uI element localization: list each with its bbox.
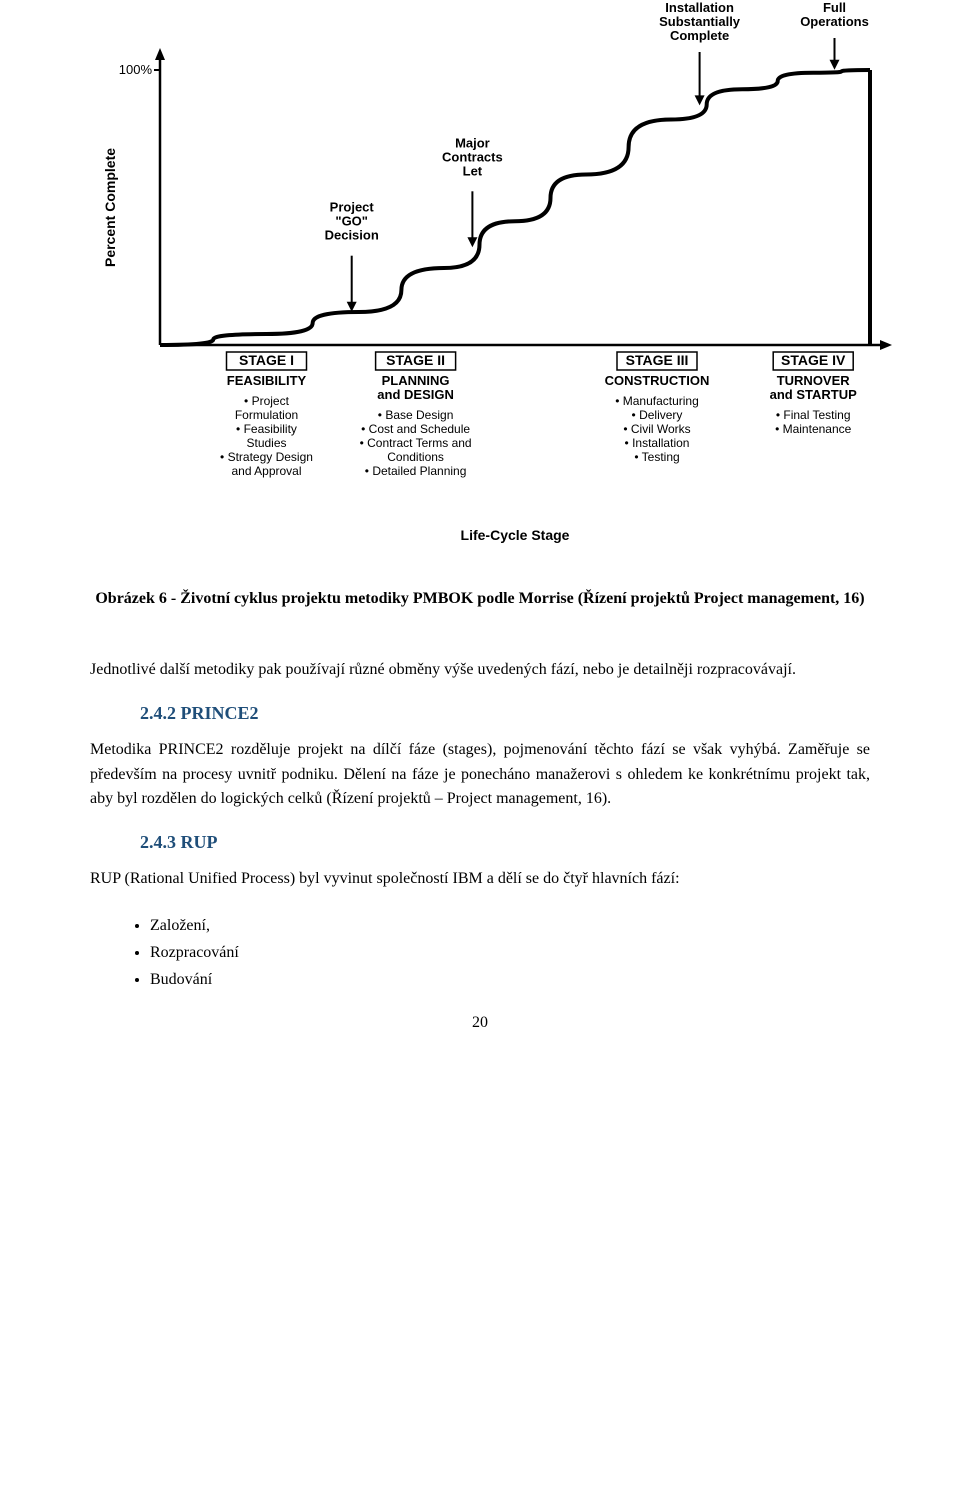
svg-text:Let: Let <box>463 163 483 178</box>
heading-prince2: 2.4.2 PRINCE2 <box>140 703 870 724</box>
prince2-paragraph: Metodika PRINCE2 rozděluje projekt na dí… <box>90 738 870 812</box>
svg-text:• Maintenance: • Maintenance <box>775 422 852 436</box>
lifecycle-chart: Percent Complete 100% Project"GO"Decision M… <box>60 0 900 560</box>
svg-text:• Base Design: • Base Design <box>378 408 454 422</box>
svg-text:• Final Testing: • Final Testing <box>776 408 851 422</box>
svg-text:• Installation: • Installation <box>625 436 690 450</box>
svg-text:STAGE II: STAGE II <box>386 352 445 368</box>
svg-text:• Detailed Planning: • Detailed Planning <box>365 464 467 478</box>
heading-rup: 2.4.3 RUP <box>140 832 870 853</box>
svg-text:"GO": "GO" <box>335 214 368 229</box>
svg-text:Formulation: Formulation <box>235 408 298 422</box>
svg-text:CONSTRUCTION: CONSTRUCTION <box>605 373 710 388</box>
svg-text:FEASIBILITY: FEASIBILITY <box>227 373 307 388</box>
svg-text:• Contract Terms and: • Contract Terms and <box>360 436 472 450</box>
rup-bullet-item: Budování <box>150 966 870 993</box>
rup-bullet-item: Rozpracování <box>150 939 870 966</box>
svg-text:• Manufacturing: • Manufacturing <box>615 394 699 408</box>
svg-text:and STARTUP: and STARTUP <box>770 387 857 402</box>
svg-text:and Approval: and Approval <box>231 464 301 478</box>
svg-text:Substantially: Substantially <box>659 14 741 29</box>
svg-text:Operations: Operations <box>800 14 869 29</box>
svg-text:Percent Complete: Percent Complete <box>102 148 118 267</box>
svg-text:Installation: Installation <box>665 0 734 15</box>
svg-text:Decision: Decision <box>325 228 379 243</box>
svg-text:STAGE III: STAGE III <box>626 352 689 368</box>
svg-text:• Strategy Design: • Strategy Design <box>220 450 313 464</box>
svg-text:TURNOVER: TURNOVER <box>777 373 851 388</box>
svg-text:Contracts: Contracts <box>442 149 503 164</box>
svg-text:• Civil Works: • Civil Works <box>623 422 690 436</box>
svg-text:Conditions: Conditions <box>387 450 444 464</box>
svg-text:• Delivery: • Delivery <box>632 408 683 422</box>
rup-bullet-item: Založení, <box>150 912 870 939</box>
svg-text:Studies: Studies <box>246 436 286 450</box>
svg-text:• Cost and Schedule: • Cost and Schedule <box>361 422 470 436</box>
page-number: 20 <box>90 1014 870 1032</box>
svg-text:Life-Cycle Stage: Life-Cycle Stage <box>461 527 570 543</box>
svg-text:100%: 100% <box>119 62 153 77</box>
intro-paragraph: Jednotlivé další metodiky pak používají … <box>90 658 870 683</box>
svg-text:Project: Project <box>330 200 375 215</box>
svg-text:• Feasibility: • Feasibility <box>236 422 297 436</box>
svg-text:STAGE IV: STAGE IV <box>781 352 846 368</box>
rup-bullets: Založení,RozpracováníBudování <box>90 912 870 994</box>
lifecycle-chart-svg: Percent Complete 100% Project"GO"Decision M… <box>60 0 900 560</box>
svg-text:and DESIGN: and DESIGN <box>377 387 454 402</box>
svg-text:PLANNING: PLANNING <box>382 373 450 388</box>
svg-text:Complete: Complete <box>670 28 729 43</box>
rup-intro-paragraph: RUP (Rational Unified Process) byl vyvin… <box>90 867 870 892</box>
svg-text:Full: Full <box>823 0 846 15</box>
svg-text:• Project: • Project <box>244 394 290 408</box>
figure-caption: Obrázek 6 - Životní cyklus projektu meto… <box>90 590 870 608</box>
svg-text:STAGE I: STAGE I <box>239 352 294 368</box>
svg-text:Major: Major <box>455 135 490 150</box>
svg-text:• Testing: • Testing <box>634 450 679 464</box>
